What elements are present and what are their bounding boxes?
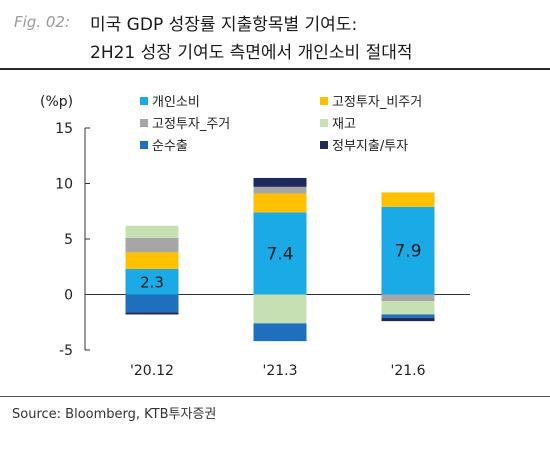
- legend-swatch: [140, 97, 148, 105]
- legend-swatch: [320, 119, 328, 127]
- bar-segment: [125, 294, 179, 313]
- chart-title-line-1: 미국 GDP 성장률 지출항목별 기여도:: [90, 15, 358, 35]
- legend-swatch: [140, 119, 148, 127]
- bar-segment: [125, 225, 179, 238]
- chart-bars: [125, 177, 435, 342]
- y-tick-label: 15: [55, 121, 73, 137]
- chart-axes: (%p) -5 0 5 10 15 '20.12 '21.3 '21.6: [40, 94, 470, 379]
- source-note: Source: Bloomberg, KTB투자증권: [12, 407, 217, 422]
- legend-label: 정부지출/투자: [332, 139, 408, 154]
- y-tick-label: 5: [64, 232, 73, 248]
- bar-segment: [253, 177, 307, 187]
- bar-segment: [381, 317, 435, 322]
- bar-segment: [125, 252, 179, 269]
- bar-segment: [381, 192, 435, 207]
- bar-segment: [253, 323, 307, 342]
- chart-data-labels: 2.3 7.4 7.9: [140, 242, 421, 292]
- y-axis-unit-label: (%p): [40, 94, 73, 110]
- stacked-bar-chart: (%p) -5 0 5 10 15 '20.12 '21.3 '21.6 2.3 7.4 7.9 개…: [40, 94, 470, 379]
- legend-item: 순수출: [140, 139, 188, 154]
- legend-label: 고정투자_주거: [152, 117, 230, 132]
- y-tick-label: -5: [59, 343, 73, 359]
- data-label: 7.9: [394, 242, 421, 262]
- bar-segment: [253, 193, 307, 213]
- legend-label: 개인소비: [152, 95, 200, 110]
- legend-item: 고정투자_주거: [140, 117, 230, 132]
- legend-label: 고정투자_비주거: [332, 95, 422, 110]
- legend-swatch: [140, 141, 148, 149]
- data-label: 7.4: [266, 244, 293, 264]
- bar-segment: [125, 312, 179, 315]
- bottom-rule: [0, 396, 550, 397]
- x-tick-label: '20.12: [130, 363, 174, 379]
- legend-item: 개인소비: [140, 95, 200, 110]
- bar-segment: [125, 237, 179, 253]
- legend-label: 재고: [332, 117, 356, 132]
- x-tick-label: '21.3: [262, 363, 297, 379]
- legend-item: 재고: [320, 117, 356, 132]
- data-label: 2.3: [140, 274, 164, 292]
- legend-swatch: [320, 97, 328, 105]
- bar-segment: [125, 268, 179, 295]
- bar-segment: [381, 206, 435, 295]
- y-tick-label: 0: [64, 288, 73, 304]
- bar-segment: [381, 294, 435, 302]
- legend-item: 정부지출/투자: [320, 139, 408, 154]
- y-tick-label: 10: [55, 177, 73, 193]
- legend-item: 고정투자_비주거: [320, 95, 422, 110]
- bar-segment: [381, 314, 435, 318]
- bar-segment: [253, 212, 307, 295]
- legend-label: 순수출: [152, 139, 188, 154]
- legend-swatch: [320, 141, 328, 149]
- chart-title-line-2: 2H21 성장 기여도 측면에서 개인소비 절대적: [90, 43, 413, 63]
- top-rule: [0, 68, 550, 70]
- figure-number: Fig. 02:: [14, 13, 70, 31]
- bar-segment: [253, 294, 307, 324]
- bar-segment: [253, 186, 307, 194]
- bar-segment: [381, 301, 435, 315]
- x-tick-label: '21.6: [390, 363, 425, 379]
